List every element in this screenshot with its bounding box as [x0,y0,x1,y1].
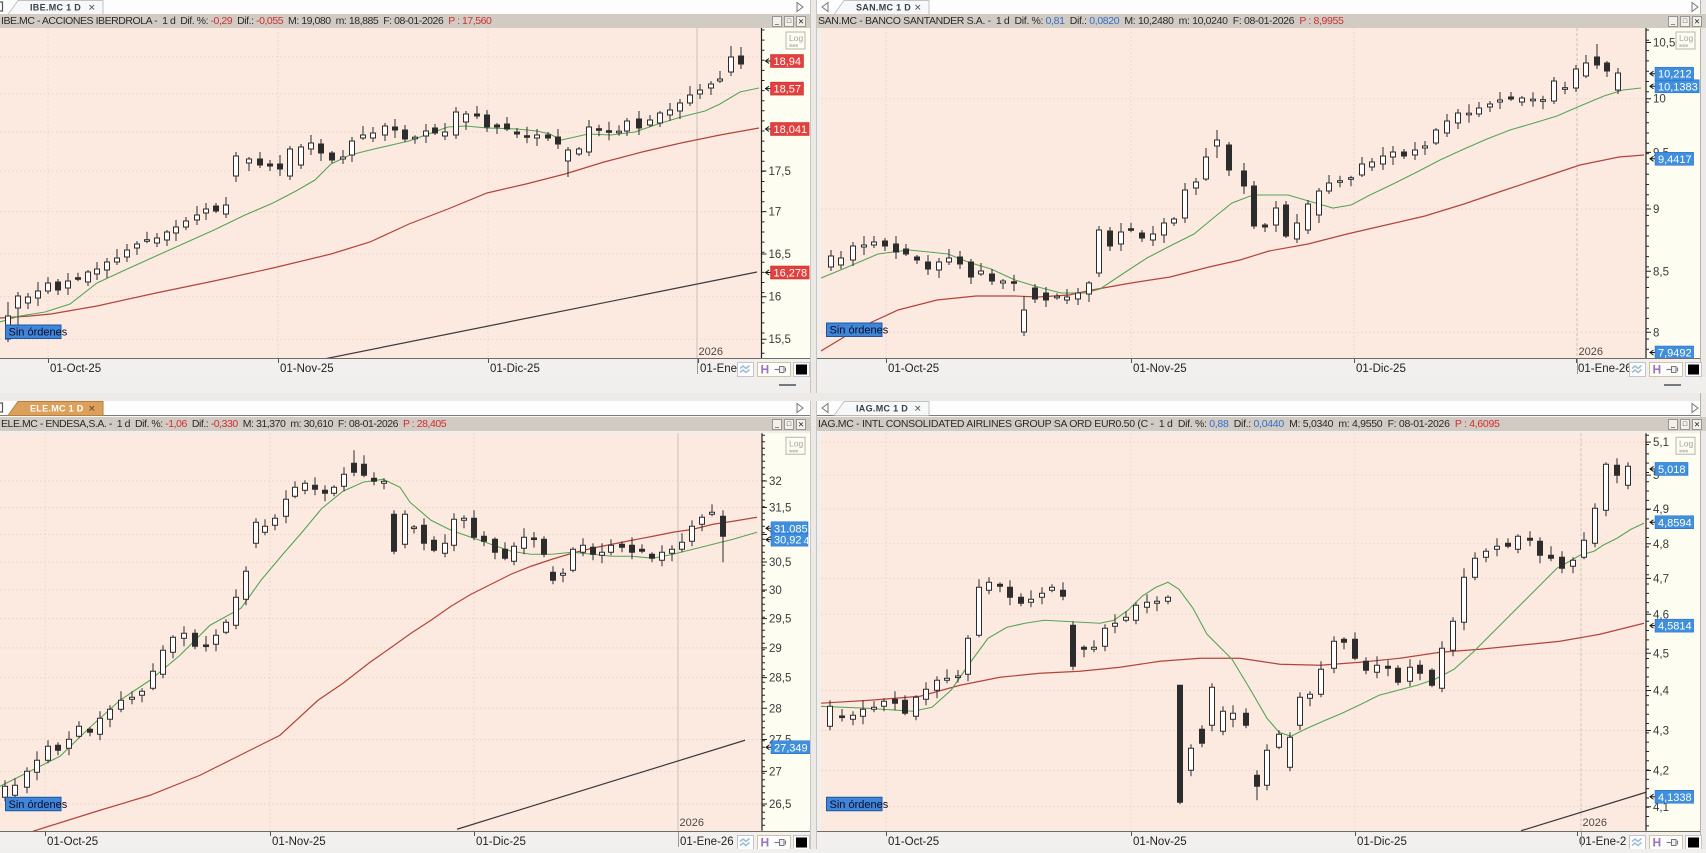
svg-text:30: 30 [769,585,782,597]
svg-text:16,278: 16,278 [774,268,808,280]
svg-text:28: 28 [769,703,782,715]
svg-text:2026: 2026 [699,346,723,358]
svg-text:30,5: 30,5 [769,557,791,569]
svg-text:✕: ✕ [88,404,96,414]
svg-text:H: H [761,362,770,376]
svg-text:7,9492: 7,9492 [1658,348,1692,359]
svg-text:4,2: 4,2 [1653,766,1669,778]
svg-text:H: H [1653,362,1662,376]
svg-text:4,4: 4,4 [1653,685,1670,697]
svg-text:8,5: 8,5 [1653,266,1669,278]
svg-text:10,1383: 10,1383 [1658,81,1698,93]
svg-text:18,94: 18,94 [774,56,802,68]
svg-text:9: 9 [1653,204,1659,216]
svg-text:15,5: 15,5 [769,334,791,346]
svg-text:Sin órdenes: Sin órdenes [830,799,889,811]
svg-text:17: 17 [769,207,782,219]
svg-text:ELE.MC 1 D: ELE.MC 1 D [30,404,84,414]
svg-text:4,5: 4,5 [1653,648,1669,660]
svg-text:■■■: ■■■ [1679,448,1688,454]
svg-text:4,8594: 4,8594 [1658,517,1692,529]
svg-text:H: H [761,835,770,849]
svg-text:28,5: 28,5 [769,673,791,685]
svg-text:Log: Log [1679,438,1693,448]
svg-text:■■■: ■■■ [789,448,798,454]
svg-text:16,5: 16,5 [769,249,791,261]
svg-text:Log: Log [789,33,803,43]
svg-text:17,5: 17,5 [769,166,791,178]
svg-text:18,57: 18,57 [774,84,802,96]
svg-text:26,5: 26,5 [769,799,791,811]
svg-text:27: 27 [769,766,782,778]
svg-text:Log: Log [1679,33,1693,43]
svg-text:10: 10 [1653,94,1666,106]
svg-text:✕: ✕ [88,3,96,13]
svg-text:✕: ✕ [914,404,922,414]
svg-text:Sin órdenes: Sin órdenes [9,327,68,339]
svg-text:4,9: 4,9 [1653,504,1669,516]
svg-text:4,1: 4,1 [1653,802,1669,814]
svg-text:4,3: 4,3 [1653,725,1669,737]
svg-text:10,5: 10,5 [1653,38,1675,50]
svg-text:2026: 2026 [1579,346,1603,358]
svg-text:SAN.MC 1 D: SAN.MC 1 D [856,3,911,13]
svg-text:Sin órdenes: Sin órdenes [830,325,889,337]
svg-text:31,085: 31,085 [774,523,808,535]
svg-text:■■■: ■■■ [789,43,798,49]
svg-text:16: 16 [769,292,782,304]
svg-text:IAG.MC 1 D: IAG.MC 1 D [856,404,908,414]
svg-text:✕: ✕ [914,3,922,13]
svg-text:Sin órdenes: Sin órdenes [9,799,68,811]
svg-text:18,041: 18,041 [774,124,808,136]
svg-text:IBE.MC 1 D: IBE.MC 1 D [30,3,81,13]
svg-text:5,1: 5,1 [1653,437,1669,449]
svg-text:27,349: 27,349 [774,742,808,754]
svg-text:Log: Log [789,438,803,448]
svg-text:32: 32 [769,476,782,488]
svg-text:5: 5 [1653,470,1659,482]
svg-text:■■■: ■■■ [1679,43,1688,49]
svg-text:4,5814: 4,5814 [1658,621,1692,633]
svg-text:4,6: 4,6 [1653,609,1669,621]
svg-text:30,92: 30,92 [774,535,802,547]
svg-text:4,7: 4,7 [1653,573,1669,585]
svg-text:4,8: 4,8 [1653,539,1669,551]
svg-text:4,1338: 4,1338 [1658,792,1692,804]
svg-text:31,5: 31,5 [769,502,791,514]
svg-text:29: 29 [769,643,782,655]
svg-text:2026: 2026 [680,817,704,829]
svg-text:5,018: 5,018 [1658,464,1686,476]
svg-text:10,212: 10,212 [1658,69,1692,81]
svg-text:4: 4 [804,535,810,547]
svg-text:8: 8 [1653,327,1659,339]
svg-text:H: H [1653,835,1662,849]
svg-text:9,4417: 9,4417 [1658,154,1692,166]
svg-text:2026: 2026 [1583,817,1607,829]
svg-text:29,5: 29,5 [769,614,791,626]
